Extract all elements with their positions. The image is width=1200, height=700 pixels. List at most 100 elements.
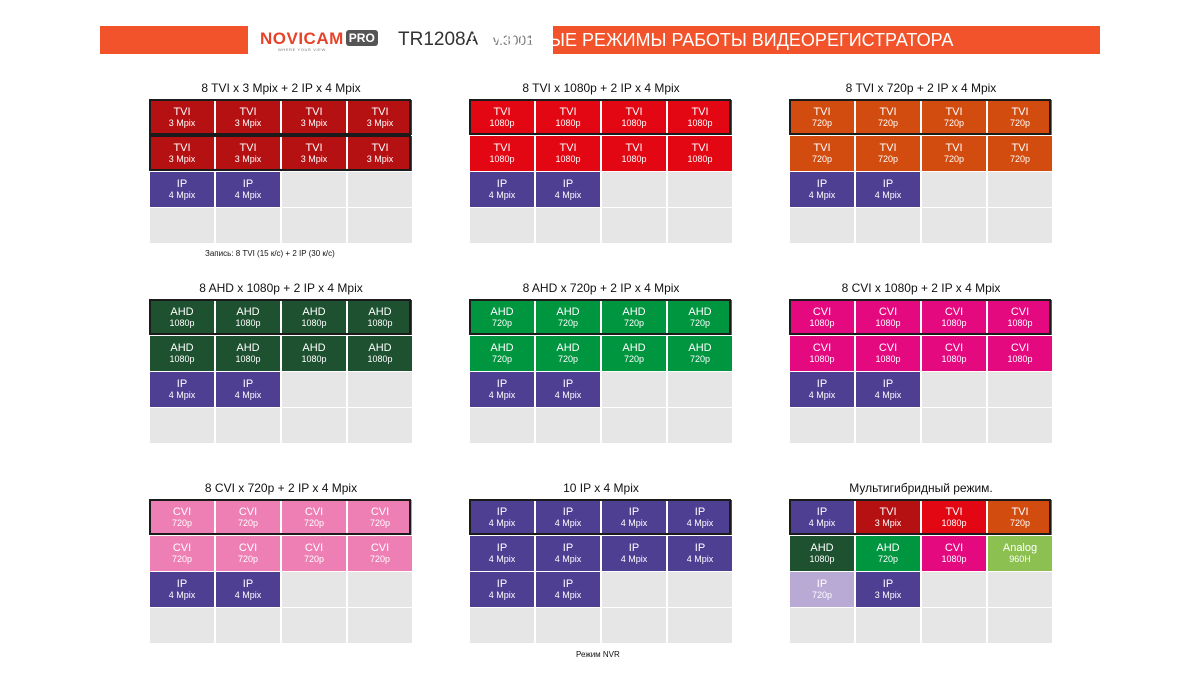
channel-resolution: 4 Mpix xyxy=(686,553,714,564)
channel-resolution: 1080p xyxy=(555,117,581,128)
channel-resolution: 720p xyxy=(369,553,391,564)
channel-cell: IP 4 Mpix xyxy=(150,372,214,407)
channel-cell: IP 4 Mpix xyxy=(150,172,214,207)
channel-type: IP xyxy=(816,178,828,190)
logo-pro-badge: PRO xyxy=(345,30,378,46)
channel-resolution: 4 Mpix xyxy=(620,517,648,528)
channel-cell: CVI 720p xyxy=(282,500,346,535)
channel-type: TVI xyxy=(813,106,831,118)
channel-type: TVI xyxy=(625,106,643,118)
channel-resolution: 720p xyxy=(491,353,513,364)
channel-cell: AHD 1080p xyxy=(216,336,280,371)
channel-type: AHD xyxy=(490,342,514,354)
empty-cell xyxy=(602,372,666,407)
channel-cell: AHD 720p xyxy=(536,336,600,371)
channel-type: TVI xyxy=(173,106,191,118)
empty-cell xyxy=(282,208,346,243)
channel-cell: IP 4 Mpix xyxy=(536,372,600,407)
channel-type: CVI xyxy=(238,542,258,554)
channel-cell: TVI 720p xyxy=(922,100,986,135)
channel-resolution: 4 Mpix xyxy=(234,589,262,600)
channel-cell: CVI 1080p xyxy=(856,336,920,371)
mode-title: 8 AHD x 720p + 2 IP x 4 Mpix xyxy=(522,281,680,295)
empty-cell xyxy=(282,608,346,643)
channel-resolution: 3 Mpix xyxy=(234,153,262,164)
channel-resolution: 720p xyxy=(811,153,833,164)
channel-resolution: 720p xyxy=(623,353,645,364)
channel-cell: TVI 1080p xyxy=(536,100,600,135)
channel-resolution: 1080p xyxy=(621,153,647,164)
channel-type: IP xyxy=(882,178,894,190)
channel-resolution: 1080p xyxy=(235,353,261,364)
channel-cell: IP 4 Mpix xyxy=(216,172,280,207)
channel-type: TVI xyxy=(493,106,511,118)
channel-type: AHD xyxy=(236,342,260,354)
channel-cell: IP 4 Mpix xyxy=(470,572,534,607)
channel-type: TVI xyxy=(371,106,389,118)
channel-type: CVI xyxy=(238,506,258,518)
channel-resolution: 3 Mpix xyxy=(234,117,262,128)
empty-cell xyxy=(282,172,346,207)
channel-cell: AHD 1080p xyxy=(150,336,214,371)
channel-resolution: 720p xyxy=(811,589,833,600)
channel-type: IP xyxy=(176,378,188,390)
mode-block: 8 CVI x 1080p + 2 IP x 4 Mpix CVI 1080p CVI… xyxy=(789,280,1052,443)
channel-resolution: 4 Mpix xyxy=(874,189,902,200)
channel-resolution: 4 Mpix xyxy=(808,517,836,528)
channel-resolution: 4 Mpix xyxy=(874,389,902,400)
channel-resolution: 3 Mpix xyxy=(366,153,394,164)
channel-cell: TVI 1080p xyxy=(922,500,986,535)
channel-cell: TVI 3 Mpix xyxy=(282,136,346,171)
channel-type: TVI xyxy=(371,142,389,154)
channel-resolution: 1080p xyxy=(489,117,515,128)
record-note: Запись: 8 TVI (15 к/с) + 2 IP (30 к/с) xyxy=(205,249,335,258)
channel-resolution: 720p xyxy=(303,517,325,528)
channel-cell: IP 4 Mpix xyxy=(790,500,854,535)
empty-cell xyxy=(922,172,986,207)
channel-grid: TVI 720p TVI 720p TVI 720p TVI 720p TVI 720p TVI 72… xyxy=(789,99,1052,245)
channel-resolution: 4 Mpix xyxy=(488,517,516,528)
channel-cell: TVI 1080p xyxy=(470,100,534,135)
channel-cell: TVI 1080p xyxy=(602,100,666,135)
empty-cell xyxy=(922,208,986,243)
empty-cell xyxy=(470,608,534,643)
mode-title: 8 TVI x 3 Mpix + 2 IP x 4 Mpix xyxy=(201,81,361,95)
empty-cell xyxy=(790,408,854,443)
channel-resolution: 4 Mpix xyxy=(234,189,262,200)
channel-cell: TVI 3 Mpix xyxy=(348,100,412,135)
channel-resolution: 1080p xyxy=(489,153,515,164)
channel-resolution: 1080p xyxy=(301,353,327,364)
empty-cell xyxy=(988,372,1052,407)
channel-type: CVI xyxy=(878,342,898,354)
channel-resolution: 1080p xyxy=(875,353,901,364)
channel-type: IP xyxy=(694,542,706,554)
channel-cell: IP 4 Mpix xyxy=(536,536,600,571)
channel-cell: TVI 3 Mpix xyxy=(216,136,280,171)
channel-resolution: 720p xyxy=(171,553,193,564)
brand-box: NOVICAM PRO WHERE YOUR VIEW TR1208A v.300… xyxy=(248,26,553,54)
mode-title: 10 IP x 4 Mpix xyxy=(563,481,639,495)
channel-cell: CVI 1080p xyxy=(922,536,986,571)
channel-resolution: 3 Mpix xyxy=(168,117,196,128)
channel-type: AHD xyxy=(622,306,646,318)
channel-resolution: 3 Mpix xyxy=(168,153,196,164)
channel-type: IP xyxy=(694,506,706,518)
channel-cell: TVI 720p xyxy=(856,100,920,135)
empty-cell xyxy=(668,372,732,407)
channel-resolution: 1080p xyxy=(621,117,647,128)
empty-cell xyxy=(988,172,1052,207)
channel-grid: AHD 720p AHD 720p AHD 720p AHD 720p AHD 720p AHD 72… xyxy=(469,299,732,445)
channel-resolution: 1080p xyxy=(687,117,713,128)
channel-resolution: 4 Mpix xyxy=(554,589,582,600)
channel-type: TVI xyxy=(879,106,897,118)
channel-type: IP xyxy=(816,578,828,590)
empty-cell xyxy=(988,408,1052,443)
channel-type: Analog xyxy=(1002,542,1038,554)
channel-resolution: 720p xyxy=(557,353,579,364)
channel-resolution: 1080p xyxy=(875,317,901,328)
empty-cell xyxy=(470,408,534,443)
channel-type: TVI xyxy=(879,142,897,154)
channel-resolution: 1080p xyxy=(809,353,835,364)
channel-type: TVI xyxy=(1011,506,1029,518)
channel-cell: IP 4 Mpix xyxy=(536,572,600,607)
